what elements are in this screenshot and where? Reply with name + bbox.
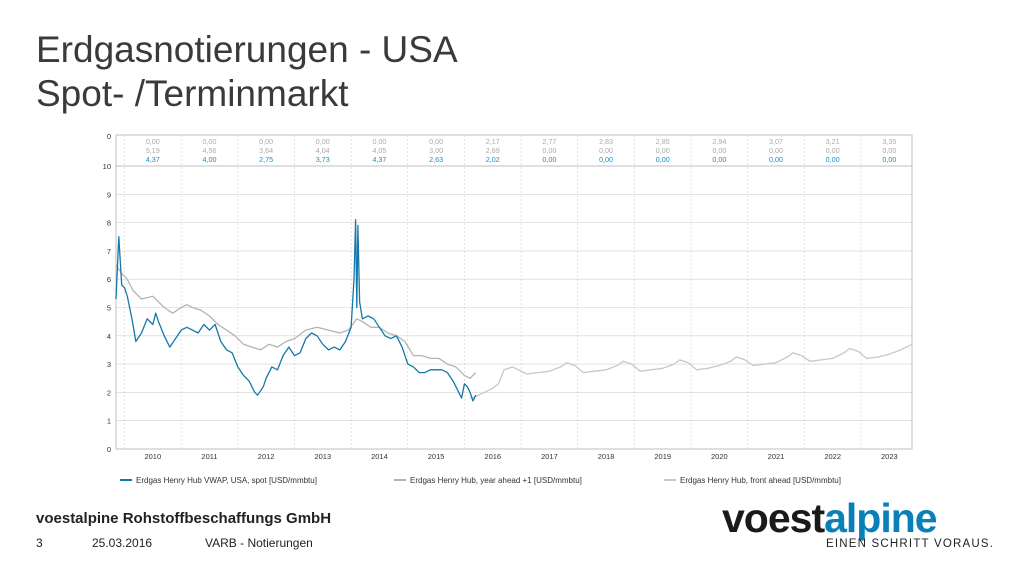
year-tick-label: 2022 (824, 452, 841, 461)
y-tick-label: 7 (107, 247, 111, 256)
table-value-front-ahead: 2,85 (656, 137, 670, 146)
year-tick-label: 2011 (201, 452, 217, 461)
y-tick-label: 10 (103, 162, 111, 171)
page-number: 3 (36, 536, 43, 550)
legend-item-year-ahead-label: Erdgas Henry Hub, year ahead +1 [USD/mmb… (410, 476, 582, 485)
slide-title: Erdgasnotierungen - USA Spot- /Terminmar… (36, 28, 458, 116)
y-tick-label: 3 (107, 360, 111, 369)
series-line-spot (115, 219, 477, 402)
series-line-year-ahead (115, 264, 477, 379)
table-value-spot: 0,00 (769, 155, 783, 164)
y-tick-label: 5 (107, 304, 111, 313)
table-value-front-ahead: 0,00 (202, 137, 216, 146)
legend-item-front-ahead-label: Erdgas Henry Hub, front ahead [USD/mmbtu… (680, 476, 841, 485)
table-value-spot: 0,00 (712, 155, 726, 164)
table-value-spot: 2,63 (429, 155, 443, 164)
year-tick-label: 2019 (654, 452, 671, 461)
table-value-year-ahead: 0,00 (599, 146, 613, 155)
year-tick-label: 2010 (144, 452, 161, 461)
title-line-2: Spot- /Terminmarkt (36, 73, 349, 114)
table-value-year-ahead: 5,19 (146, 146, 160, 155)
table-value-spot: 0,00 (542, 155, 556, 164)
table-value-front-ahead: 3,35 (882, 137, 896, 146)
year-tick-label: 2013 (314, 452, 331, 461)
table-value-spot: 0,00 (656, 155, 670, 164)
year-tick-label: 2017 (541, 452, 558, 461)
table-value-year-ahead: 4,05 (372, 146, 386, 155)
table-value-year-ahead: 0,00 (882, 146, 896, 155)
table-value-front-ahead: 0,00 (146, 137, 160, 146)
table-value-year-ahead: 4,04 (316, 146, 330, 155)
year-tick-label: 2023 (881, 452, 898, 461)
table-value-spot: 4,37 (372, 155, 386, 164)
y-tick-label: 0 (107, 445, 111, 454)
series-line-front-ahead (469, 343, 913, 399)
logo-slogan: EINEN SCHRITT VORAUS. (826, 538, 995, 550)
footer-date: 25.03.2016 (92, 536, 153, 550)
year-tick-label: 2018 (598, 452, 615, 461)
year-tick-label: 2016 (484, 452, 501, 461)
y-tick-label: 4 (107, 332, 111, 341)
table-value-front-ahead: 2,17 (486, 137, 500, 146)
table-value-year-ahead: 4,56 (202, 146, 216, 155)
table-value-front-ahead: 2,94 (712, 137, 726, 146)
table-value-year-ahead: 0,00 (769, 146, 783, 155)
year-tick-label: 2020 (711, 452, 728, 461)
table-value-spot: 3,73 (316, 155, 330, 164)
legend-item-spot-label: Erdgas Henry Hub VWAP, USA, spot [USD/mm… (136, 476, 317, 485)
table-value-year-ahead: 0,00 (656, 146, 670, 155)
table-value-spot: 2,02 (486, 155, 500, 164)
table-value-front-ahead: 0,00 (259, 137, 273, 146)
table-value-front-ahead: 3,21 (826, 137, 840, 146)
table-value-front-ahead: 2,77 (542, 137, 556, 146)
table-value-front-ahead: 0,00 (316, 137, 330, 146)
table-value-front-ahead: 0,00 (372, 137, 386, 146)
table-value-spot: 2,75 (259, 155, 273, 164)
table-value-spot: 0,00 (599, 155, 613, 164)
logo-part-1: voest (722, 495, 825, 541)
table-value-year-ahead: 3,00 (429, 146, 443, 155)
table-value-spot: 0,00 (826, 155, 840, 164)
table-value-spot: 4,00 (202, 155, 216, 164)
voestalpine-logo: voestalpine (722, 495, 938, 541)
y-tick-label: 9 (107, 190, 111, 199)
table-zero-label: 0 (107, 132, 111, 141)
y-tick-label: 2 (107, 388, 111, 397)
year-tick-label: 2012 (258, 452, 275, 461)
table-value-front-ahead: 0,00 (429, 137, 443, 146)
y-tick-label: 6 (107, 275, 111, 284)
table-value-year-ahead: 3,64 (259, 146, 273, 155)
table-value-year-ahead: 0,00 (542, 146, 556, 155)
company-name: voestalpine Rohstoffbeschaffungs GmbH (36, 510, 332, 527)
table-value-front-ahead: 2,83 (599, 137, 613, 146)
title-line-1: Erdgasnotierungen - USA (36, 29, 458, 70)
table-value-spot: 0,00 (882, 155, 896, 164)
logo-part-2: alpine (824, 495, 937, 541)
year-tick-label: 2021 (768, 452, 785, 461)
table-value-front-ahead: 3,07 (769, 137, 783, 146)
table-value-year-ahead: 0,00 (826, 146, 840, 155)
table-value-year-ahead: 0,00 (712, 146, 726, 155)
year-tick-label: 2015 (428, 452, 445, 461)
year-tick-label: 2014 (371, 452, 388, 461)
y-tick-label: 1 (107, 417, 111, 426)
footer-section: VARB - Notierungen (205, 536, 313, 550)
y-tick-label: 8 (107, 219, 111, 228)
table-value-year-ahead: 2,69 (486, 146, 500, 155)
table-value-spot: 4,37 (146, 155, 160, 164)
table-frame (115, 134, 913, 167)
